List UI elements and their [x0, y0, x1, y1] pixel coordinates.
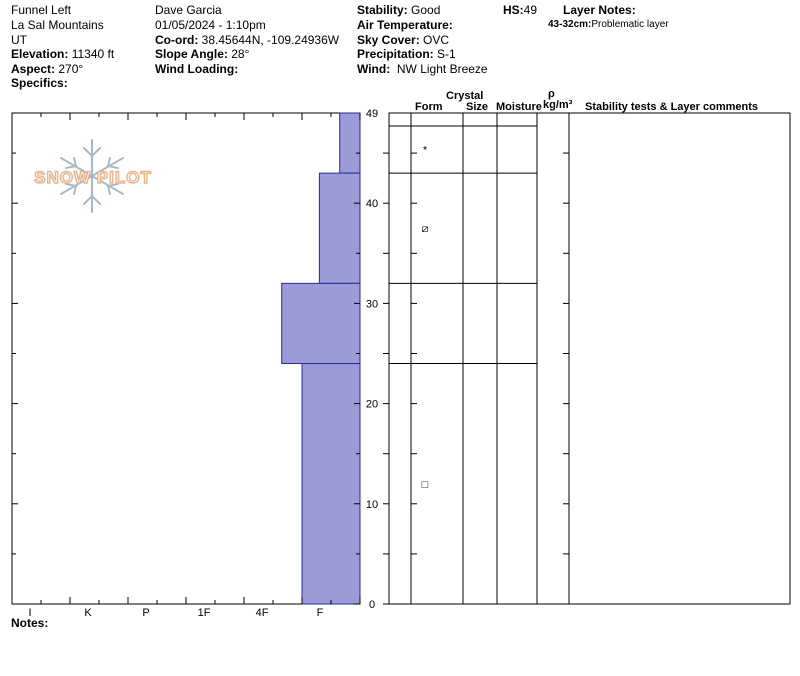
specifics-label: Specifics:	[11, 76, 68, 90]
elevation-label: Elevation:	[11, 47, 69, 61]
wind-value: NW Light Breeze	[396, 62, 488, 76]
observation-datetime: 01/05/2024 - 1:10pm	[155, 18, 266, 32]
slope-label: Slope Angle:	[155, 47, 228, 61]
table-frame	[388, 112, 791, 605]
wind: Wind: NW Light Breeze	[357, 62, 488, 76]
sky-value: OVC	[423, 33, 450, 47]
layer-bar	[339, 112, 361, 174]
elevation: Elevation: 11340 ft	[11, 47, 114, 61]
stability-value: Good	[411, 3, 441, 17]
precip-label: Precipitation:	[357, 47, 434, 61]
observer-name: Dave Garcia	[155, 3, 222, 17]
mountain-range: La Sal Mountains	[11, 18, 104, 32]
wind-loading-label: Wind Loading:	[155, 62, 239, 76]
header-comments: Stability tests & Layer comments	[585, 101, 758, 113]
stability-label: Stability:	[357, 3, 408, 17]
coordinates: Co-ord: 38.45644N, -109.24936W	[155, 33, 339, 47]
stability: Stability: Good	[357, 3, 440, 17]
aspect-label: Aspect:	[11, 62, 56, 76]
hardness-label: P	[142, 607, 149, 619]
sky-label: Sky Cover:	[357, 33, 420, 47]
y-tick-label: 10	[366, 499, 378, 511]
air-temperature-label: Air Temperature:	[357, 18, 453, 32]
slope-value: 28°	[231, 47, 250, 61]
snowpilot-logo: SNOW PILOT	[33, 139, 152, 213]
coord-label: Co-ord:	[155, 33, 199, 47]
layer-notes-label: Layer Notes:	[563, 3, 636, 17]
layer-bar	[318, 172, 361, 284]
layer-note: 43-32cm:Problematic layer	[548, 18, 669, 32]
hardness-label: K	[84, 607, 92, 619]
precipitation: Precipitation: S-1	[357, 47, 456, 61]
state: UT	[11, 33, 27, 47]
header-moisture: Moisture	[496, 101, 542, 113]
hardness-label: F	[317, 607, 324, 619]
y-tick-label: 49	[366, 108, 378, 120]
wind-label: Wind:	[357, 62, 391, 76]
logo-text: SNOW PILOT	[34, 168, 152, 187]
sky-cover: Sky Cover: OVC	[357, 33, 449, 47]
notes-label: Notes:	[11, 616, 49, 630]
hardness-label: I	[28, 607, 31, 619]
layer-bar	[281, 282, 361, 365]
hardness-label: 4F	[256, 607, 269, 619]
aspect-value: 270°	[58, 62, 84, 76]
elevation-value: 11340 ft	[71, 47, 115, 61]
slope-angle: Slope Angle: 28°	[155, 47, 249, 61]
hardness-label: 1F	[198, 607, 211, 619]
y-tick-label: 20	[366, 399, 378, 411]
header-form: Form	[415, 101, 443, 113]
hs-value: 49	[523, 3, 538, 17]
coord-value: 38.45644N, -109.24936W	[201, 33, 340, 47]
header-density-unit: kg/m³	[543, 99, 573, 111]
snowflake-icon	[60, 139, 124, 213]
y-tick-label: 40	[366, 198, 378, 210]
precip-value: S-1	[437, 47, 456, 61]
location-name: Funnel Left	[11, 3, 72, 17]
hs-label: HS:	[503, 3, 524, 17]
snow-height: HS:49	[503, 3, 537, 17]
aspect: Aspect: 270°	[11, 62, 83, 76]
layer-table	[388, 112, 791, 605]
header-rho: ρ	[548, 88, 555, 100]
header-size: Size	[466, 101, 488, 113]
header-crystal: Crystal	[446, 90, 483, 102]
y-tick-label: 0	[369, 599, 375, 611]
grain-form-symbol: □	[422, 479, 429, 491]
layer-note-range: 43-32cm:	[548, 19, 592, 30]
layer-note-text: Problematic layer	[591, 19, 669, 30]
grain-form-symbol: *	[423, 145, 428, 157]
layer-bar	[301, 363, 361, 605]
y-tick-label: 30	[366, 298, 378, 310]
grain-form-symbol: ⧄	[422, 223, 429, 235]
